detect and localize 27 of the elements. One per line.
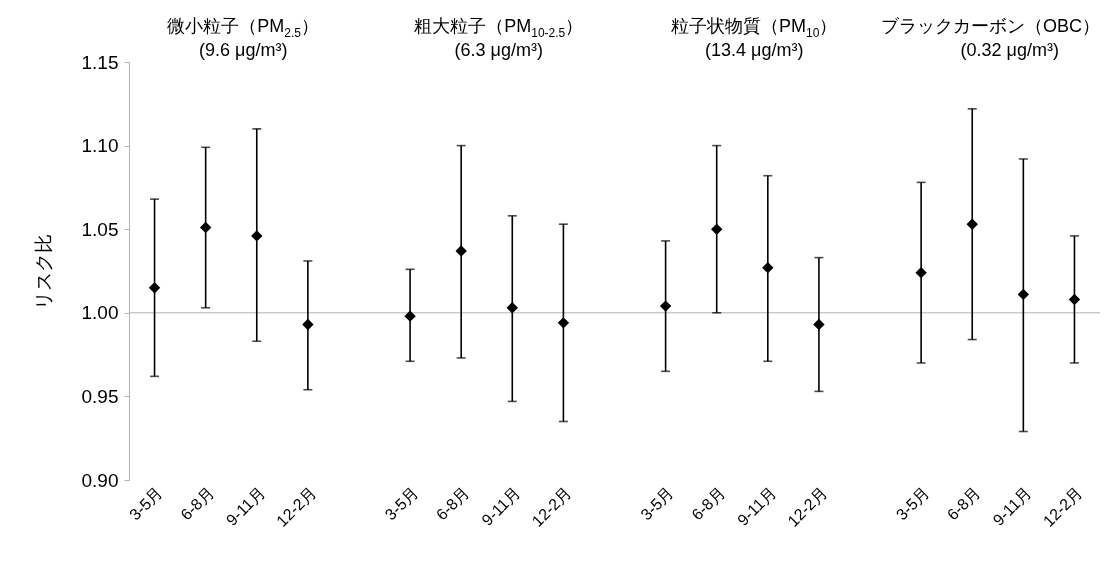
x-tick-label: 9-11月 <box>733 483 780 529</box>
x-tick-label: 6-8月 <box>432 483 473 524</box>
y-axis-title: リスク比 <box>32 233 54 310</box>
x-tick-label: 3-5月 <box>637 483 677 524</box>
y-tick-label: 1.15 <box>81 51 119 73</box>
y-tick-label: 1.00 <box>81 302 119 324</box>
text: (9.6 μg/m³) <box>199 40 288 61</box>
x-tick-label: 3-5月 <box>381 483 422 524</box>
text: (6.3 μg/m³) <box>454 40 543 61</box>
text: 粒子状物質（PM$_{10}$） <box>671 15 838 40</box>
x-tick-label: 6-8月 <box>177 483 217 524</box>
y-tick-label: 1.05 <box>81 218 119 240</box>
x-tick-label: 9-11月 <box>989 483 1035 529</box>
y-tick-label: 0.95 <box>81 385 119 407</box>
text: (13.4 μg/m³) <box>705 40 804 61</box>
x-tick-label: 3-5月 <box>892 483 933 524</box>
y-tick-label: 0.90 <box>81 469 119 491</box>
y-tick-label: 1.10 <box>81 135 119 157</box>
text: 粗大粒子（PM$_{10-2.5}$） <box>414 15 584 40</box>
text: (0.32 μg/m³) <box>960 40 1059 61</box>
x-tick-label: 6-8月 <box>943 483 984 524</box>
text: 微小粒子（PM$_{2.5}$） <box>167 15 320 40</box>
text: ブラックカーボン（OBC） <box>880 15 1101 38</box>
x-tick-label: 3-5月 <box>126 483 166 524</box>
x-tick-label: 6-8月 <box>688 483 729 524</box>
x-tick-label: 9-11月 <box>222 483 269 529</box>
x-tick-label: 9-11月 <box>478 483 524 529</box>
